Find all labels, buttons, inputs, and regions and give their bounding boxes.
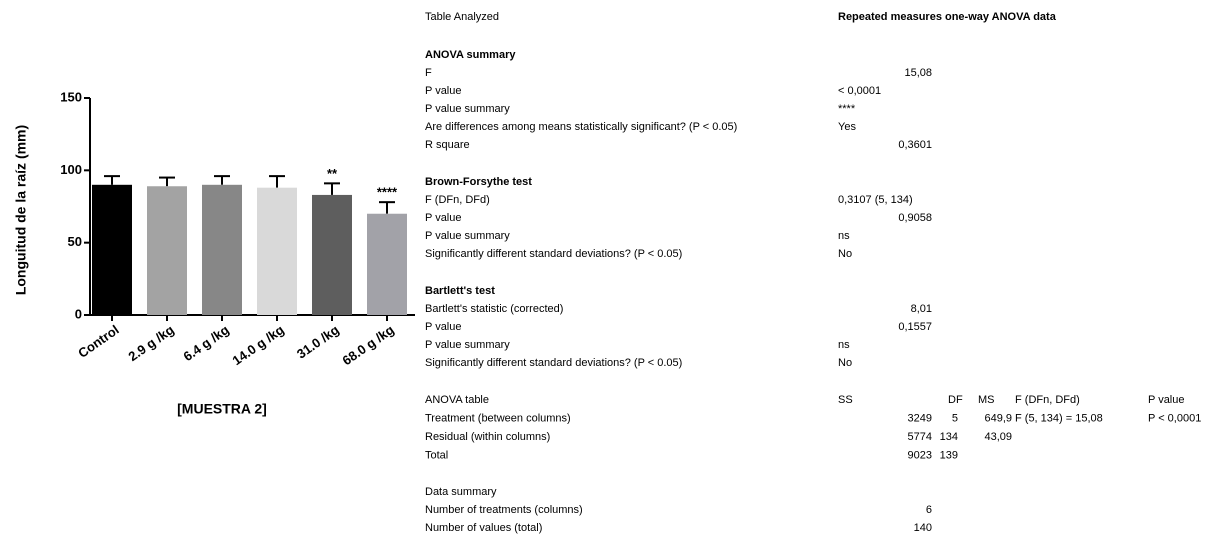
value: 0,3601 — [898, 139, 932, 151]
label: Table Analyzed — [425, 11, 499, 23]
y-tick-label: 150 — [60, 89, 82, 104]
table-header: DF — [948, 394, 963, 406]
value: 0,3107 (5, 134) — [838, 194, 913, 206]
label: Number of treatments (columns) — [425, 504, 583, 516]
bar — [312, 194, 352, 315]
label: Bartlett's statistic (corrected) — [425, 303, 563, 315]
table-cell: 3249 — [908, 412, 932, 424]
label: F — [425, 67, 432, 79]
value: 15,08 — [904, 67, 932, 79]
table-header: ANOVA table — [425, 394, 489, 406]
label: P value — [425, 212, 462, 224]
bar — [257, 187, 297, 315]
x-tick-label: 68.0 g /kg — [340, 322, 397, 368]
significance-label: ** — [327, 166, 338, 181]
y-tick-label: 0 — [75, 306, 82, 321]
table-header: F (DFn, DFd) — [1015, 394, 1080, 406]
table-cell: 9023 — [908, 449, 932, 461]
section-title: Data summary — [425, 486, 497, 498]
x-axis-label: [MUESTRA 2] — [177, 401, 267, 417]
section-title: Brown-Forsythe test — [425, 176, 532, 188]
section-title: ANOVA summary — [425, 49, 516, 61]
value: 6 — [926, 504, 932, 516]
table-cell: 5774 — [908, 431, 932, 443]
value: Yes — [838, 121, 856, 133]
table-cell: F (5, 134) = 15,08 — [1015, 412, 1103, 424]
value: 0,9058 — [898, 212, 932, 224]
value: **** — [838, 103, 856, 115]
x-tick-label: 6.4 g /kg — [180, 322, 231, 364]
x-tick-label: 31.0 /kg — [294, 322, 342, 362]
value: 0,1557 — [898, 321, 932, 333]
value: 140 — [914, 522, 932, 534]
label: Are differences among means statisticall… — [425, 121, 737, 133]
label: Total — [425, 449, 448, 461]
table-cell: 43,09 — [984, 431, 1012, 443]
label: Number of values (total) — [425, 522, 542, 534]
label: P value — [425, 85, 462, 97]
table-header: P value — [1148, 394, 1185, 406]
label: P value summary — [425, 103, 510, 115]
label: P value summary — [425, 339, 510, 351]
value: ns — [838, 230, 850, 242]
section-title: Bartlett's test — [425, 285, 495, 297]
bar — [367, 213, 407, 315]
value: No — [838, 248, 852, 260]
value: 8,01 — [911, 303, 932, 315]
y-tick-label: 100 — [60, 162, 82, 177]
table-cell: 139 — [940, 449, 958, 461]
table-cell: 649,9 — [984, 412, 1012, 424]
label: Residual (within columns) — [425, 431, 550, 443]
value: ns — [838, 339, 850, 351]
label: P value — [425, 321, 462, 333]
x-tick-label: Control — [75, 322, 121, 361]
label: F (DFn, DFd) — [425, 194, 490, 206]
table-cell: 5 — [952, 412, 958, 424]
bar — [147, 186, 187, 315]
x-tick-label: 2.9 g /kg — [125, 322, 176, 364]
table-cell: 134 — [940, 431, 958, 443]
y-axis-label: Longuitud de la raíz (mm) — [13, 125, 29, 295]
label: P value summary — [425, 230, 510, 242]
label: Treatment (between columns) — [425, 412, 571, 424]
y-tick-label: 50 — [68, 234, 82, 249]
table-cell: P < 0,0001 — [1148, 412, 1201, 424]
value: Repeated measures one-way ANOVA data — [838, 11, 1057, 23]
table-header: MS — [978, 394, 995, 406]
label: Significantly different standard deviati… — [425, 357, 682, 369]
bar — [92, 184, 132, 315]
x-tick-label: 14.0 g /kg — [230, 322, 287, 368]
significance-label: **** — [377, 185, 398, 200]
bar — [202, 184, 242, 315]
label: Significantly different standard deviati… — [425, 248, 682, 260]
table-header: SS — [838, 394, 853, 406]
label: R square — [425, 139, 470, 151]
value: < 0,0001 — [838, 85, 881, 97]
value: No — [838, 357, 852, 369]
